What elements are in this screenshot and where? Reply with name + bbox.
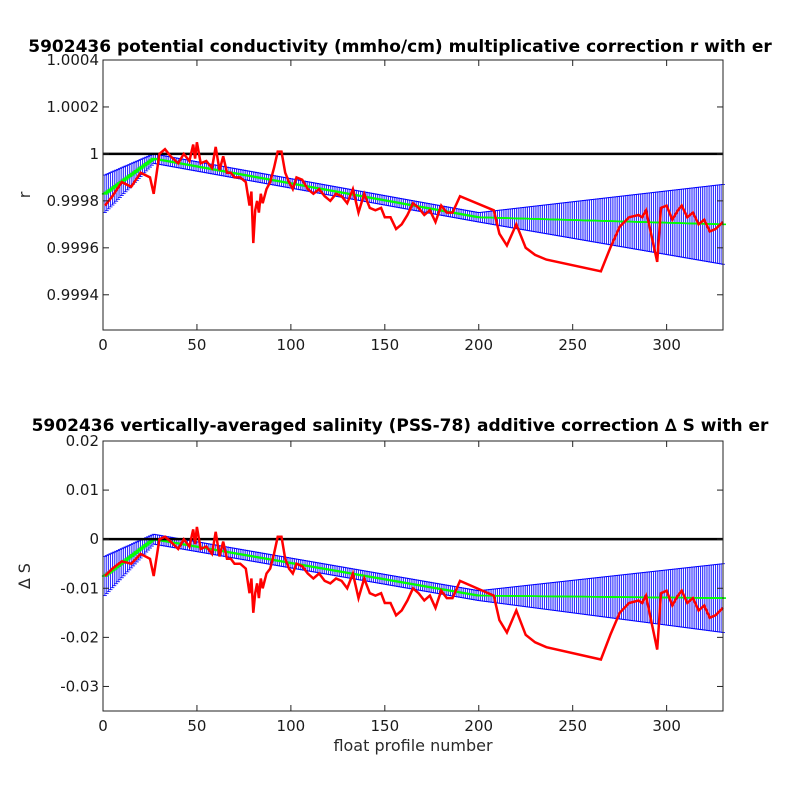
y-tick-label: 0.9998 — [47, 192, 100, 210]
top-y-axis-label: r — [15, 191, 34, 198]
y-tick-label: 0 — [89, 530, 99, 548]
x-tick-label: 200 — [464, 717, 493, 735]
x-tick-label: 100 — [277, 336, 306, 354]
x-tick-label: 100 — [277, 717, 306, 735]
y-tick-label: -0.02 — [60, 628, 99, 646]
x-tick-label: 250 — [558, 717, 587, 735]
y-tick-label: 0.9994 — [47, 286, 100, 304]
y-tick-label: 1.0002 — [47, 98, 100, 116]
top-x-ticks: 0 50 100 150 200 250 300 — [98, 60, 681, 354]
bottom-mapped-line — [104, 526, 724, 661]
bottom-y-axis-label: ∆ S — [15, 563, 34, 590]
y-tick-label: -0.03 — [60, 677, 99, 695]
bottom-axes-frame — [102, 440, 724, 712]
top-axes-frame — [102, 59, 724, 331]
bottom-x-axis-label: float profile number — [333, 736, 493, 755]
bottom-y-ticks: -0.03 -0.02 -0.01 0 0.01 0.02 — [60, 432, 723, 695]
x-tick-label: 150 — [370, 717, 399, 735]
x-tick-label: 50 — [187, 717, 206, 735]
x-tick-label: 200 — [464, 336, 493, 354]
x-tick-label: 300 — [652, 336, 681, 354]
x-tick-label: 150 — [370, 336, 399, 354]
x-tick-label: 0 — [98, 717, 108, 735]
y-tick-label: 0.02 — [66, 432, 99, 450]
x-tick-label: 0 — [98, 336, 108, 354]
bottom-panel: 5902436 vertically-averaged salinity (PS… — [15, 416, 769, 755]
bottom-x-ticks: 0 50 100 150 200 250 300 — [98, 441, 681, 735]
x-tick-label: 50 — [187, 336, 206, 354]
y-tick-label: 1 — [89, 145, 99, 163]
x-tick-label: 250 — [558, 336, 587, 354]
top-chart-title: 5902436 potential conductivity (mmho/cm)… — [28, 37, 772, 57]
y-tick-label: -0.01 — [60, 579, 99, 597]
y-tick-label: 0.01 — [66, 481, 99, 499]
top-y-ticks: 0.9994 0.9996 0.9998 1 1.0002 1.0004 — [47, 51, 723, 304]
top-panel: 5902436 potential conductivity (mmho/cm)… — [15, 37, 772, 354]
y-tick-label: 0.9996 — [47, 239, 100, 257]
y-tick-label: 1.0004 — [47, 51, 100, 69]
top-fit-markers — [101, 157, 726, 226]
top-mapped-line — [103, 141, 724, 273]
bottom-chart-title: 5902436 vertically-averaged salinity (PS… — [32, 416, 769, 436]
x-tick-label: 300 — [652, 717, 681, 735]
top-error-bars — [102, 153, 725, 265]
